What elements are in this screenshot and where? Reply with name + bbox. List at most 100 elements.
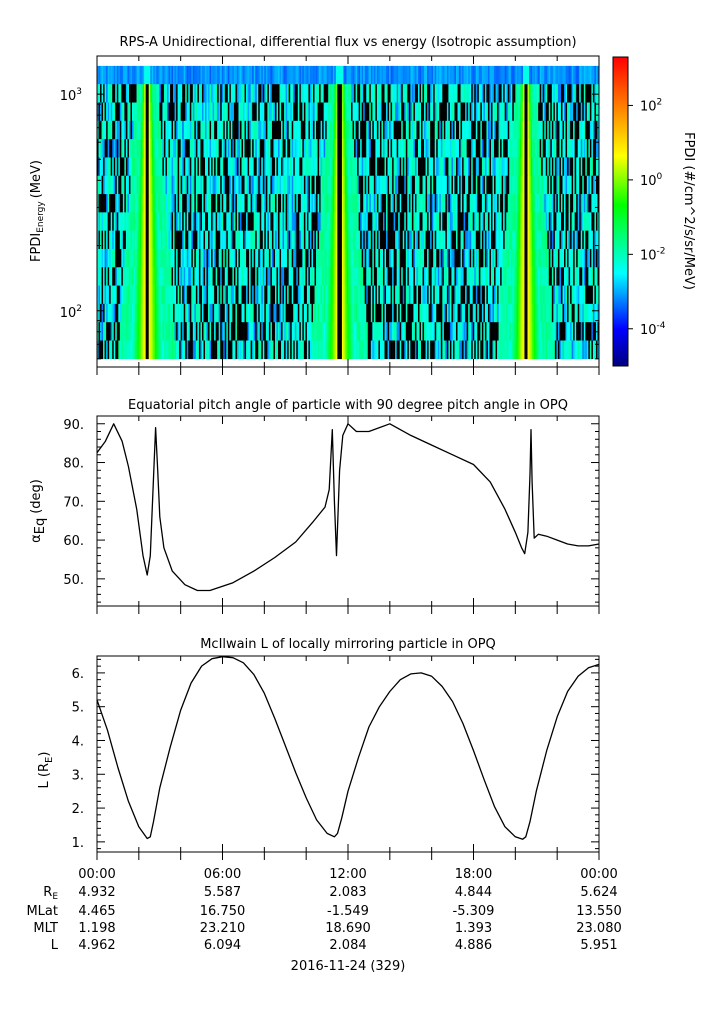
heatmap-cell: [300, 139, 303, 158]
heatmap-cell: [217, 303, 219, 323]
heatmap-cell: [276, 120, 279, 140]
heatmap-cell: [115, 84, 118, 103]
heatmap-cell: [299, 267, 302, 286]
heatmap-cell: [446, 139, 449, 158]
heatmap-cell: [398, 120, 401, 140]
heatmap-cell: [115, 175, 118, 195]
heatmap-cell: [221, 139, 224, 158]
heatmap-cell: [495, 120, 498, 140]
heatmap-cell: [431, 175, 434, 195]
heatmap-cell: [346, 102, 349, 122]
heatmap-cell: [436, 303, 439, 323]
heatmap-cell: [463, 285, 466, 305]
heatmap-cell: [589, 120, 592, 140]
heatmap-cell: [354, 102, 356, 122]
heatmap-cell: [553, 194, 556, 213]
heatmap-cell: [282, 84, 285, 103]
heatmap-cell: [258, 322, 261, 341]
heatmap-cell: [560, 194, 563, 213]
heatmap-cell: [544, 212, 547, 231]
heatmap-cell: [145, 120, 148, 140]
heatmap-cell: [430, 322, 432, 341]
heatmap-cell: [395, 84, 397, 103]
heatmap-cell: [185, 212, 188, 231]
heatmap-cell: [151, 212, 154, 231]
heatmap-cell: [481, 157, 484, 177]
heatmap-cell: [341, 84, 344, 103]
heatmap-cell: [135, 303, 137, 323]
heatmap-cell: [133, 340, 136, 360]
heatmap-cell: [159, 230, 162, 250]
heatmap-cell: [440, 194, 443, 213]
heatmap-cell: [539, 65, 542, 85]
heatmap-cell: [226, 65, 229, 85]
heatmap-cell: [235, 139, 238, 158]
heatmap-cell: [436, 157, 439, 177]
heatmap-cell: [174, 194, 177, 213]
heatmap-cell: [148, 322, 151, 341]
heatmap-cell: [521, 120, 524, 140]
heatmap-cell: [249, 322, 251, 341]
heatmap-cell: [564, 175, 566, 195]
heatmap-cell: [276, 84, 279, 103]
heatmap-cell: [331, 157, 334, 177]
heatmap-cell: [386, 84, 388, 103]
heatmap-cell: [317, 157, 320, 177]
heatmap-cell: [395, 212, 397, 231]
heatmap-cell: [379, 248, 382, 268]
heatmap-cell: [209, 139, 212, 158]
heatmap-cell: [255, 102, 258, 122]
heatmap-cell: [127, 157, 130, 177]
heatmap-cell: [297, 175, 300, 195]
heatmap-cell: [344, 267, 347, 286]
heatmap-cell: [337, 303, 340, 323]
heatmap-cell: [437, 285, 440, 305]
heatmap-cell: [133, 285, 136, 305]
heatmap-cell: [268, 84, 271, 103]
heatmap-cell: [592, 157, 595, 177]
heatmap-cell: [159, 303, 162, 323]
heatmap-cell: [238, 303, 241, 323]
heatmap-cell: [591, 194, 594, 213]
heatmap-cell: [192, 212, 195, 231]
heatmap-cell: [189, 230, 192, 250]
heatmap-cell: [390, 84, 393, 103]
heatmap-cell: [185, 230, 188, 250]
heatmap-cell: [437, 102, 440, 122]
heatmap-cell: [189, 285, 192, 305]
heatmap-cell: [110, 194, 113, 213]
heatmap-cell: [291, 65, 294, 85]
heatmap-cell: [145, 157, 148, 177]
heatmap-cell: [302, 230, 305, 250]
heatmap-cell: [451, 102, 454, 122]
heatmap-cell: [544, 84, 547, 103]
heatmap-cell: [299, 102, 302, 122]
heatmap-cell: [209, 194, 212, 213]
heatmap-cell: [373, 120, 376, 140]
heatmap-cell: [463, 65, 466, 85]
heatmap-cell: [148, 285, 151, 305]
heatmap-cell: [352, 194, 355, 213]
heatmap-cell: [322, 157, 324, 177]
heatmap-cell: [128, 340, 131, 360]
heatmap-cell: [463, 175, 466, 195]
heatmap-cell: [233, 120, 236, 140]
heatmap-cell: [150, 267, 153, 286]
heatmap-cell: [227, 65, 230, 85]
heatmap-cell: [338, 175, 341, 195]
heatmap-cell: [376, 230, 379, 250]
heatmap-cell: [585, 248, 588, 268]
heatmap-cell: [296, 175, 299, 195]
heatmap-cell: [369, 267, 372, 286]
heatmap-cell: [439, 84, 442, 103]
heatmap-cell: [241, 84, 244, 103]
heatmap-cell: [119, 84, 122, 103]
heatmap-cell: [486, 102, 489, 122]
heatmap-cell: [408, 102, 411, 122]
heatmap-cell: [156, 230, 159, 250]
heatmap-cell: [335, 230, 338, 250]
heatmap-cell: [535, 120, 537, 140]
heatmap-cell: [148, 340, 151, 360]
heatmap-cell: [411, 102, 414, 122]
heatmap-cell: [308, 303, 311, 323]
